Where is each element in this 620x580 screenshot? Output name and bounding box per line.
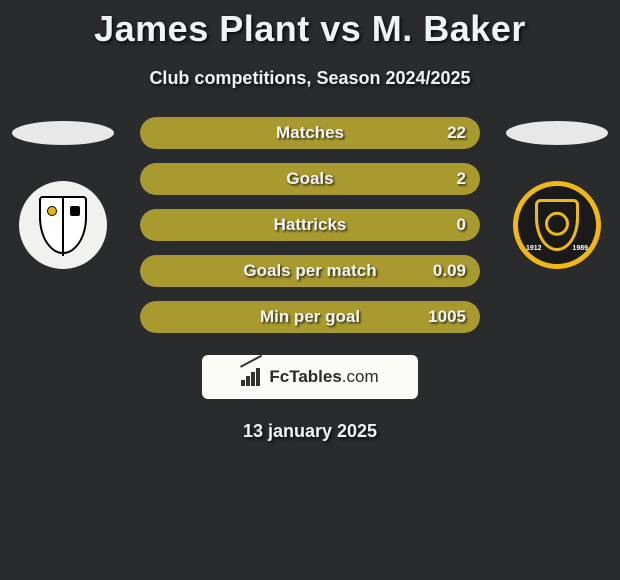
- stat-bar-gpm: Goals per match 0.09: [140, 255, 480, 287]
- stat-value-right: 22: [447, 123, 466, 143]
- stat-label: Hattricks: [274, 215, 347, 235]
- stat-value-right: 1005: [428, 307, 466, 327]
- stat-bar-mpg: Min per goal 1005: [140, 301, 480, 333]
- badge-year-right: 1989: [572, 245, 588, 252]
- stat-bar-goals: Goals 2: [140, 163, 480, 195]
- stat-label: Goals: [286, 169, 333, 189]
- newport-shield-icon: [535, 199, 579, 251]
- player-right-photo-placeholder: [506, 121, 608, 145]
- port-vale-shield-icon: [39, 196, 87, 254]
- stat-bars: Matches 22 Goals 2 Hattricks 0 Goals per…: [140, 117, 480, 333]
- player-right-column: 1912 1989: [502, 117, 612, 269]
- stat-bar-hattricks: Hattricks 0: [140, 209, 480, 241]
- player-left-photo-placeholder: [12, 121, 114, 145]
- subtitle: Club competitions, Season 2024/2025: [0, 68, 620, 89]
- player-left-club-badge: [19, 181, 107, 269]
- page-title: James Plant vs M. Baker: [0, 0, 620, 50]
- comparison-panel: 1912 1989 Matches 22 Goals 2 Hattricks 0…: [0, 117, 620, 442]
- source-logo-box: FcTables.com: [202, 355, 418, 399]
- date-stamp: 13 january 2025: [0, 421, 620, 442]
- stat-value-right: 0: [457, 215, 466, 235]
- stat-value-right: 0.09: [433, 261, 466, 281]
- source-logo-text: FcTables.com: [269, 367, 378, 387]
- stat-value-right: 2: [457, 169, 466, 189]
- bar-chart-icon: [241, 368, 263, 386]
- stat-label: Goals per match: [243, 261, 376, 281]
- player-right-club-badge: 1912 1989: [513, 181, 601, 269]
- stat-label: Matches: [276, 123, 344, 143]
- stat-bar-matches: Matches 22: [140, 117, 480, 149]
- stat-label: Min per goal: [260, 307, 360, 327]
- badge-year-left: 1912: [526, 245, 542, 252]
- player-left-column: [8, 117, 118, 269]
